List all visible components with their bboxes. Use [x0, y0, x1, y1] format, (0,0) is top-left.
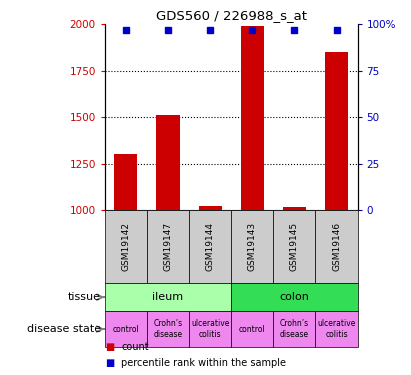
Bar: [199, 206, 222, 210]
Text: ileum: ileum: [152, 292, 184, 302]
Text: Crohn’s
disease: Crohn’s disease: [280, 320, 309, 339]
Text: GSM19144: GSM19144: [206, 222, 215, 271]
Text: tissue: tissue: [68, 292, 101, 302]
Bar: [283, 207, 306, 210]
Text: ■: ■: [105, 342, 114, 352]
Bar: [325, 52, 348, 210]
Bar: [241, 26, 264, 210]
Text: GSM19142: GSM19142: [121, 222, 130, 271]
Text: GSM19143: GSM19143: [248, 222, 257, 271]
Text: percentile rank within the sample: percentile rank within the sample: [121, 358, 286, 368]
Text: colon: colon: [279, 292, 309, 302]
Text: ulcerative
colitis: ulcerative colitis: [317, 320, 356, 339]
Text: GSM19147: GSM19147: [164, 222, 173, 271]
Text: control: control: [239, 325, 266, 334]
Text: GSM19145: GSM19145: [290, 222, 299, 271]
Bar: [114, 154, 137, 210]
Text: Crohn’s
disease: Crohn’s disease: [153, 320, 182, 339]
Text: GSM19146: GSM19146: [332, 222, 341, 271]
Text: disease state: disease state: [27, 324, 101, 334]
Text: ■: ■: [105, 358, 114, 368]
Text: count: count: [121, 342, 149, 352]
Bar: [157, 116, 180, 210]
Text: ulcerative
colitis: ulcerative colitis: [191, 320, 229, 339]
Title: GDS560 / 226988_s_at: GDS560 / 226988_s_at: [156, 9, 307, 22]
Text: control: control: [113, 325, 139, 334]
